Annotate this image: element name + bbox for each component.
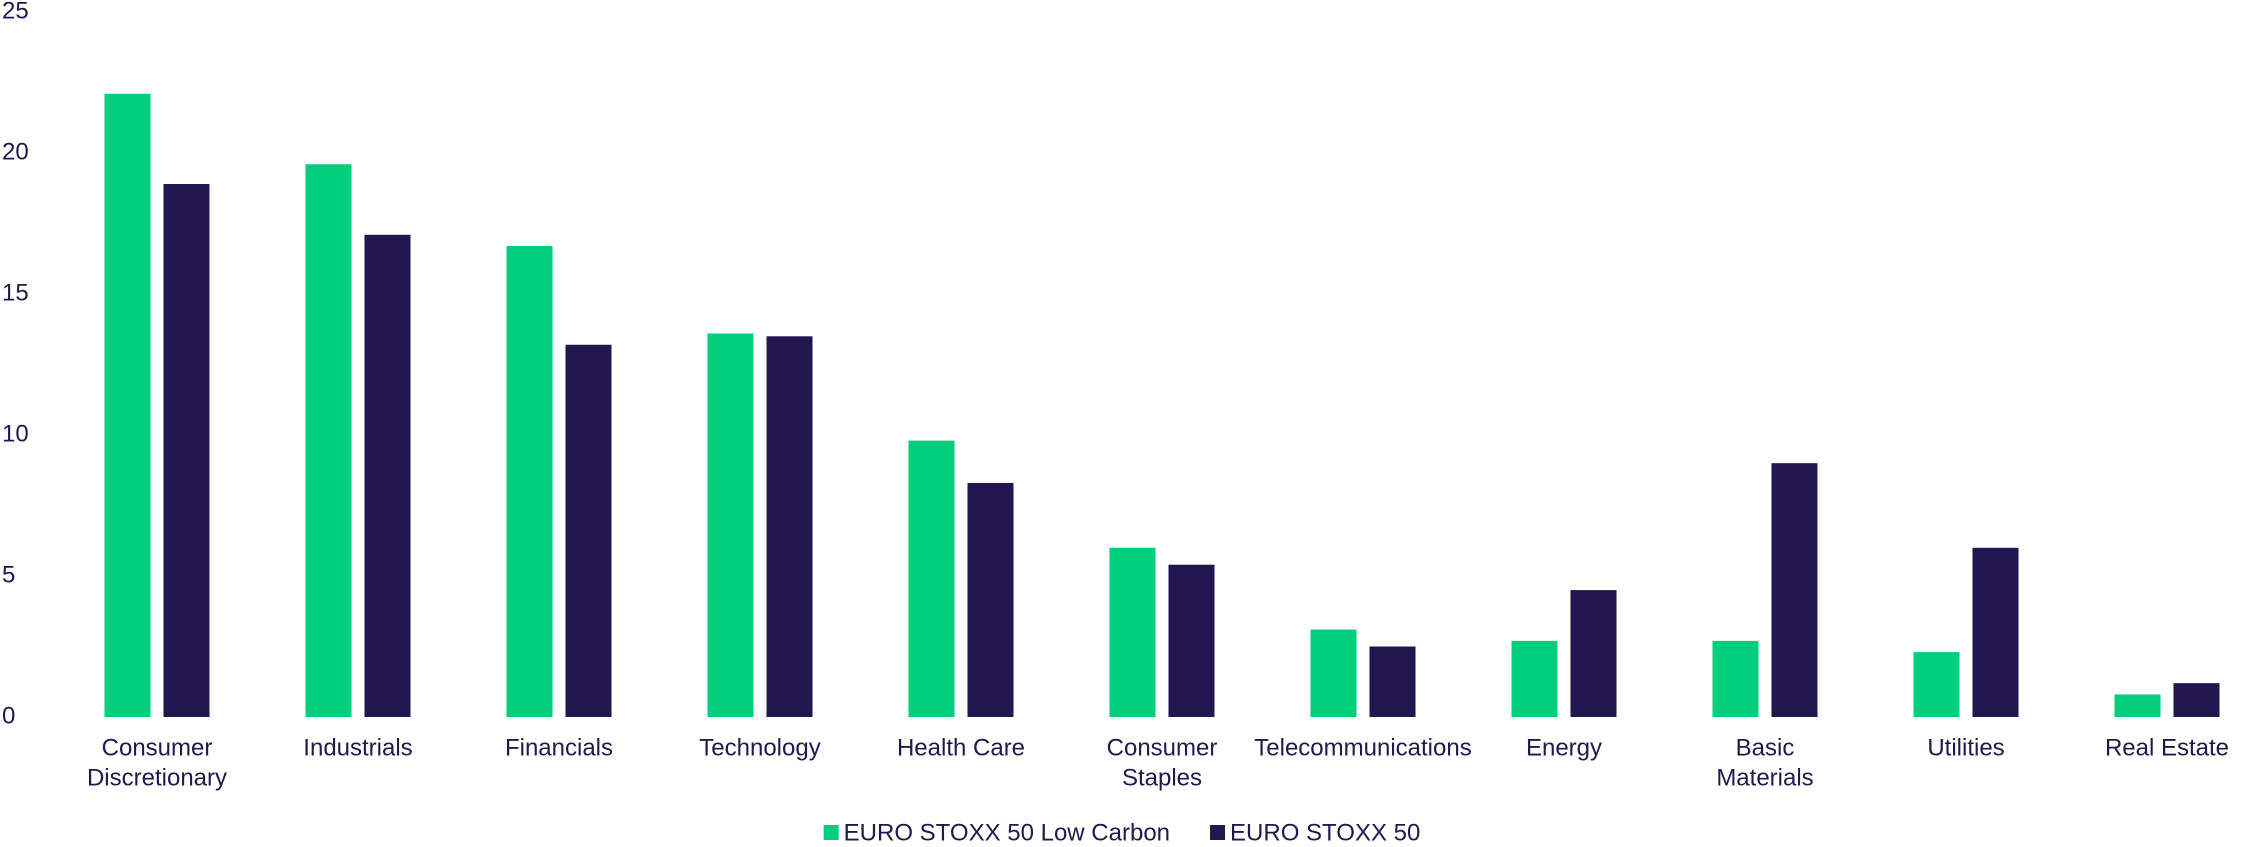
bar xyxy=(1771,463,1818,717)
x-tick-label: Discretionary xyxy=(87,764,227,791)
x-tick-label: Utilities xyxy=(1927,734,2004,761)
x-tick-label: Technology xyxy=(699,734,820,761)
x-tick-label: Telecommunications xyxy=(1254,734,1471,761)
bar xyxy=(565,344,612,717)
legend-swatch xyxy=(823,825,839,840)
bar xyxy=(163,184,210,717)
bar xyxy=(104,93,151,717)
bar xyxy=(364,234,411,717)
bar xyxy=(1109,547,1156,717)
x-tick-label: Materials xyxy=(1716,764,1813,791)
bar xyxy=(1570,590,1617,717)
y-tick-label: 20 xyxy=(2,138,29,165)
bar xyxy=(1712,640,1759,717)
bar xyxy=(707,333,754,717)
legend-swatch xyxy=(1210,825,1226,840)
bar xyxy=(1972,547,2019,717)
legend-label: EURO STOXX 50 xyxy=(1230,819,1420,846)
bar xyxy=(1168,564,1215,717)
x-tick-label: Consumer xyxy=(1107,734,1218,761)
bar xyxy=(908,440,955,717)
x-tick-label: Health Care xyxy=(897,734,1025,761)
bar xyxy=(1913,652,1960,717)
x-tick-label: Energy xyxy=(1526,734,1602,761)
bar xyxy=(2173,683,2220,717)
y-tick-label: 15 xyxy=(2,279,29,306)
x-tick-label: Real Estate xyxy=(2105,734,2229,761)
x-tick-label: Basic xyxy=(1736,734,1795,761)
bar xyxy=(2114,694,2161,717)
y-tick-label: 25 xyxy=(2,0,29,24)
x-tick-label: Consumer xyxy=(102,734,213,761)
y-tick-label: 0 xyxy=(2,702,15,729)
x-tick-label: Financials xyxy=(505,734,613,761)
bar xyxy=(1310,629,1357,717)
bar xyxy=(506,246,553,717)
bar xyxy=(1511,640,1558,717)
bar xyxy=(967,482,1014,717)
x-tick-label: Industrials xyxy=(303,734,412,761)
y-tick-label: 10 xyxy=(2,420,29,447)
bar xyxy=(1369,646,1416,717)
bar xyxy=(766,336,813,717)
bar xyxy=(305,164,352,717)
y-tick-label: 5 xyxy=(2,561,15,588)
legend-label: EURO STOXX 50 Low Carbon xyxy=(844,819,1170,846)
x-tick-label: Staples xyxy=(1122,764,1202,791)
